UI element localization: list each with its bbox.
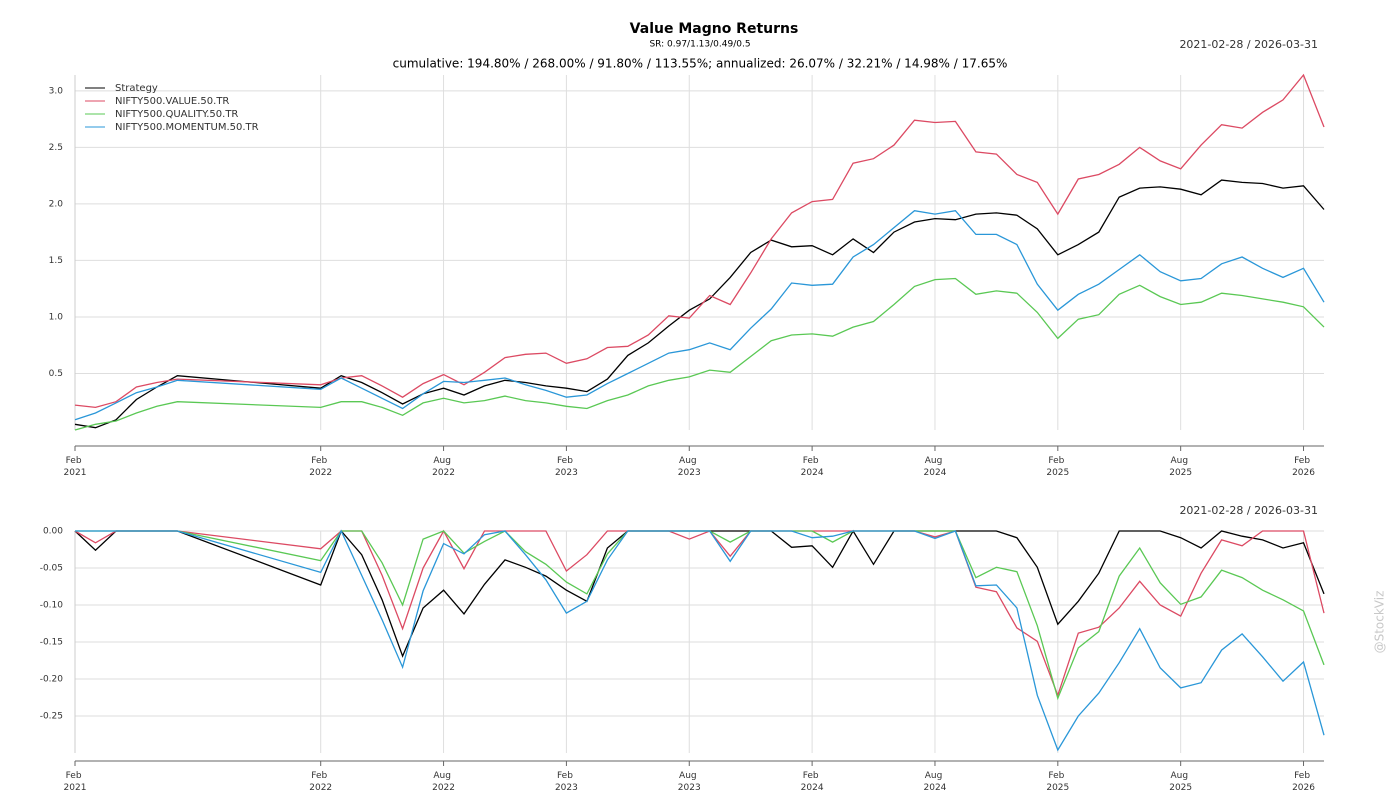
- y-tick-label: -0.15: [40, 638, 63, 648]
- x-tick-label: Feb 2023: [555, 456, 578, 478]
- date-range: 2021-02-28 / 2026-03-31: [1179, 38, 1318, 51]
- legend-label: NIFTY500.MOMENTUM.50.TR: [115, 122, 259, 133]
- legend-label: Strategy: [115, 83, 158, 94]
- y-tick-label: 0.00: [43, 527, 63, 537]
- chart-subtitle: SR: 0.97/1.13/0.49/0.5: [649, 40, 750, 50]
- x-tick-label: Feb 2024: [801, 456, 824, 478]
- x-tick-label: Feb 2022: [309, 456, 332, 478]
- x-tick-label: Feb 2021: [64, 456, 87, 478]
- y-tick-label: 1.5: [49, 256, 63, 266]
- series-line: [74, 529, 1325, 658]
- watermark: @StockViz: [1373, 591, 1387, 654]
- y-tick-label: 0.5: [49, 369, 63, 379]
- x-tick-label: Feb 2024: [801, 771, 824, 793]
- y-tick-label: 2.5: [49, 143, 63, 153]
- x-tick-label: Feb 2023: [555, 771, 578, 793]
- x-tick-label: Feb 2026: [1292, 456, 1315, 478]
- x-tick-label: Aug 2023: [678, 771, 701, 793]
- y-tick-label: -0.25: [40, 712, 63, 722]
- x-tick-label: Feb 2025: [1046, 771, 1069, 793]
- x-tick-label: Aug 2025: [1169, 456, 1192, 478]
- y-tick-label: -0.20: [40, 675, 64, 685]
- x-tick-label: Aug 2025: [1169, 771, 1192, 793]
- x-tick-label: Aug 2022: [432, 771, 455, 793]
- x-tick-label: Feb 2021: [64, 771, 87, 793]
- chart-title: Value Magno Returns: [630, 21, 799, 37]
- series-line: [75, 529, 1325, 752]
- x-tick-label: Aug 2022: [432, 456, 455, 478]
- y-tick-label: 2.0: [49, 199, 64, 209]
- legend-label: NIFTY500.QUALITY.50.TR: [115, 109, 238, 120]
- x-tick-label: Feb 2022: [309, 771, 332, 793]
- series-line: [74, 73, 1325, 409]
- y-tick-label: 1.0: [49, 312, 64, 322]
- date-range: 2021-02-28 / 2026-03-31: [1179, 504, 1318, 517]
- legend-label: NIFTY500.VALUE.50.TR: [115, 96, 229, 107]
- series-line: [74, 179, 1325, 429]
- x-tick-label: Aug 2024: [924, 456, 947, 478]
- x-tick-label: Feb 2025: [1046, 456, 1069, 478]
- x-tick-label: Feb 2026: [1292, 771, 1315, 793]
- summary: cumulative: 194.80% / 268.00% / 91.80% /…: [393, 57, 1008, 71]
- series-line: [74, 277, 1325, 431]
- series-line: [74, 209, 1325, 421]
- y-tick-label: -0.10: [40, 601, 64, 611]
- y-tick-label: -0.05: [40, 564, 63, 574]
- y-tick-label: 3.0: [49, 86, 64, 96]
- x-tick-label: Aug 2024: [924, 771, 947, 793]
- x-tick-label: Aug 2023: [678, 456, 701, 478]
